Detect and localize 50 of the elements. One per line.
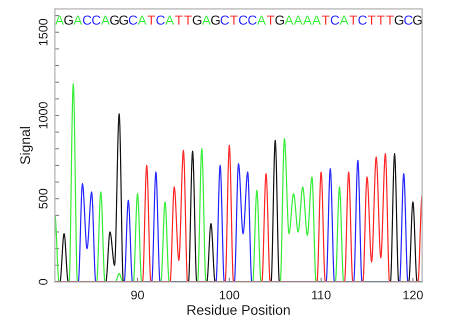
annotation: T xyxy=(377,16,385,25)
annotation: G xyxy=(110,15,119,25)
annotation: A xyxy=(284,16,294,25)
annotation: G xyxy=(275,15,284,25)
x-tick-label: 100 xyxy=(220,290,240,300)
annotation: A xyxy=(302,16,312,25)
annotation: C xyxy=(238,15,248,25)
annotation: C xyxy=(358,15,367,25)
annotation: T xyxy=(386,16,394,25)
x-tick-label: 90 xyxy=(131,290,144,300)
annotation: G xyxy=(119,15,128,25)
annotation: T xyxy=(350,16,357,25)
annotation: G xyxy=(211,15,220,25)
annotation: A xyxy=(165,16,174,25)
annotation: A xyxy=(73,16,82,25)
annotation: A xyxy=(312,16,321,25)
y-axis-title: Signal xyxy=(20,127,33,164)
annotation: C xyxy=(156,15,165,25)
annotation: C xyxy=(128,15,138,25)
annotation: A xyxy=(294,16,303,25)
annotation: G xyxy=(413,15,422,25)
annotation: T xyxy=(148,16,156,25)
x-axis-title: Residue Position xyxy=(188,304,290,315)
annotation: T xyxy=(266,16,274,25)
annotation: A xyxy=(55,16,64,25)
annotation: A xyxy=(101,16,110,25)
y-tick-label: 1500 xyxy=(38,18,48,46)
y-tick-label: 500 xyxy=(38,188,48,209)
annotation: C xyxy=(220,15,229,25)
annotation: G xyxy=(64,15,73,25)
annotation: A xyxy=(257,16,266,25)
annotation: A xyxy=(202,16,211,25)
annotation: T xyxy=(368,16,376,25)
annotation: G xyxy=(394,15,404,25)
annotation: C xyxy=(82,15,92,25)
annotation: C xyxy=(330,15,340,25)
annotation: G xyxy=(192,15,202,25)
annotation: C xyxy=(248,15,257,25)
x-tick-label: 110 xyxy=(312,290,331,300)
x-tick-label: 120 xyxy=(403,290,423,300)
annotation: T xyxy=(322,16,330,25)
annotation: T xyxy=(184,16,192,25)
annotation: A xyxy=(340,16,348,25)
annotation: A xyxy=(138,16,146,25)
annotation: C xyxy=(404,15,413,25)
y-tick-label: 1000 xyxy=(38,102,48,128)
annotation: C xyxy=(92,15,100,25)
y-tick-label: 0 xyxy=(38,278,48,285)
annotation: T xyxy=(175,16,183,25)
annotation: T xyxy=(230,16,238,25)
